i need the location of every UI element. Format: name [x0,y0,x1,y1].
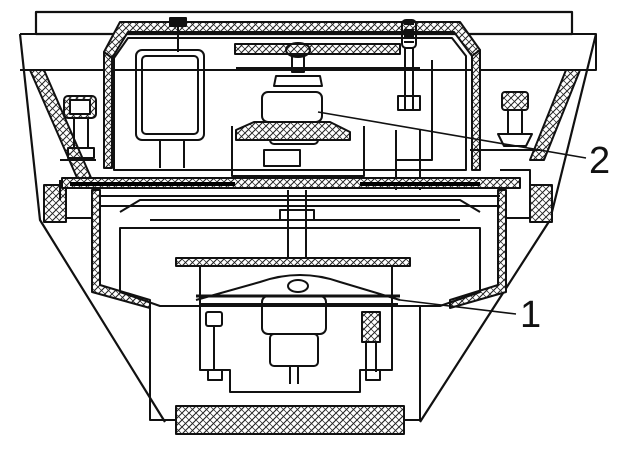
leader-lines [317,111,587,315]
capsule [261,279,327,384]
central-shaft [279,190,315,262]
screw-rod [395,19,433,190]
left-terminal [60,95,97,161]
callout-label-1: 1 [520,294,542,336]
callout-label-2: 2 [589,140,611,182]
mid-plates [59,169,531,221]
lower-chamber [119,227,481,435]
outer-casing [18,10,598,423]
right-terminal [470,91,540,151]
side-bolts [205,311,381,381]
central-valve [231,42,365,177]
hatched-shell [29,21,581,309]
relay-box [135,17,205,168]
upper-compartment [113,37,467,171]
